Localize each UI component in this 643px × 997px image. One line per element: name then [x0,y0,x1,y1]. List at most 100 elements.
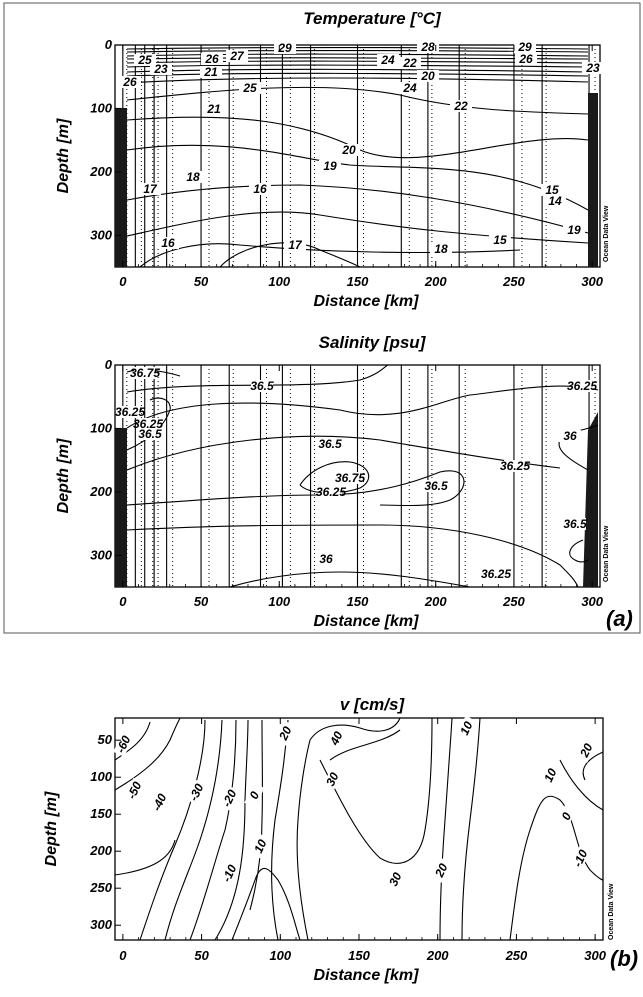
x-tick-label: 250 [502,274,525,289]
x-tick-label: 250 [502,594,525,609]
contour-label-bg [399,57,421,69]
velocity-x-ticks: 0 50 100 150 200 250 300 [119,718,607,963]
x-tick-label: 150 [348,948,370,963]
contour-label: 10 [251,837,269,855]
contour-label: 10 [457,719,475,737]
temperature-contours [126,46,589,268]
isohaline-36.5-mid [126,470,465,507]
contour-label: 23 [585,61,600,75]
contour-label-bg [137,418,159,430]
contour-label: 36.25 [133,417,163,431]
contour-label: -10 [570,847,590,869]
contour-label-bg [124,777,145,803]
contour-label-bg [182,171,204,183]
contour-label-bg [319,160,341,172]
salinity-contour-labels: 36.7536.536.2536.536.2536.7536.536.536.2… [115,366,597,581]
contour-label: 17 [288,238,303,252]
velocity-watermark: Ocean Data View [608,883,615,940]
contour-label-bg [399,82,421,94]
isotherm-26a [126,57,589,60]
x-tick-label: 300 [581,274,603,289]
salinity-y-label: Depth [m] [55,438,72,513]
contour-label: 36.5 [424,479,448,493]
contour-label-bg [489,234,511,246]
contour-label-bg [320,486,342,498]
v-contour-minus60 [114,721,151,761]
velocity-x-label: Distance [km] [314,967,420,984]
contour-label: 20 [432,861,451,880]
contour-label-bg [559,430,581,442]
contour-label: 16 [161,236,175,250]
v-contour-0-right [509,795,604,941]
contour-label-bg [326,725,347,751]
contour-label-bg [540,762,561,788]
contour-label: 19 [323,159,337,173]
temperature-y-ticks: 0 100 200 300 [89,37,121,242]
contour-label: -30 [186,781,206,803]
contour-label-bg [139,428,161,440]
contour-label-bg [456,715,477,741]
contour-label: 26 [518,52,533,66]
x-tick-label: 250 [505,948,528,963]
contour-label-bg [430,243,452,255]
y-tick-label: 100 [90,420,112,435]
v-contour-minus20 [189,719,237,941]
v-contour-20-right [439,717,453,941]
v-contour-10-right-b [559,759,604,811]
x-tick-label: 100 [269,948,291,963]
contour-label-bg [417,41,439,53]
contour-label-bg [251,380,273,392]
contour-label-bg [249,183,271,195]
contour-label: 21 [203,65,218,79]
v-contour-minus10 [231,868,301,941]
contour-label-bg [514,41,536,53]
contour-label: 21 [206,102,221,116]
contour-label-bg [570,845,591,871]
isohaline-36 [229,571,471,588]
contour-label: 29 [517,40,532,54]
isohaline-36.5-left [126,397,171,451]
y-tick-label: 100 [90,769,112,784]
contour-label: 25 [242,81,257,95]
y-tick-label: 150 [90,806,112,821]
contour-label: 19 [567,223,581,237]
isohaline-36.5-right [569,539,589,563]
contour-label: 36.5 [250,379,274,393]
isotherm-18 [126,144,589,211]
y-tick-label: 200 [89,164,112,179]
x-tick-label: 150 [347,274,369,289]
temperature-title: Temperature [°C] [303,9,442,28]
contour-label-bg [219,860,240,886]
contour-label-bg [157,237,179,249]
contour-label: -60 [113,733,133,755]
contour-label-bg [564,518,586,530]
contour-label-bg [200,66,222,78]
isohaline-36.25c [126,524,579,588]
velocity-panel: v [cm/s] -60 -50-40 -30 -20 0 10 -10 20 40 30 10 30… [43,695,638,984]
contour-label: 23 [153,62,168,76]
contour-label-bg [275,720,296,746]
salinity-x-label: Distance [km] [314,613,420,630]
contour-label-bg [504,460,526,472]
x-tick-label: 0 [119,594,127,609]
contour-label-bg [450,100,472,112]
contour-label: 22 [453,99,468,113]
contour-label: 18 [434,242,448,256]
temperature-x-ticks: 0 50 100 150 200 250 300 [119,45,604,289]
isotherm-15 [139,243,521,268]
x-tick-label: 0 [119,948,127,963]
contour-label-bg [338,144,360,156]
contour-label-bg [284,239,306,251]
v-contour-minus50 [114,717,181,791]
v-contour-10 [249,719,263,911]
contour-label-bg [339,472,361,484]
contour-label-bg [119,76,141,88]
v-contour-20-right-b [582,751,604,781]
contour-label: 36.25 [115,405,145,419]
salinity-y-ticks: 0 100 200 300 [89,357,121,562]
v-contour-10-right [461,717,481,941]
contour-label-bg [203,103,225,115]
contour-label-bg [582,62,604,74]
